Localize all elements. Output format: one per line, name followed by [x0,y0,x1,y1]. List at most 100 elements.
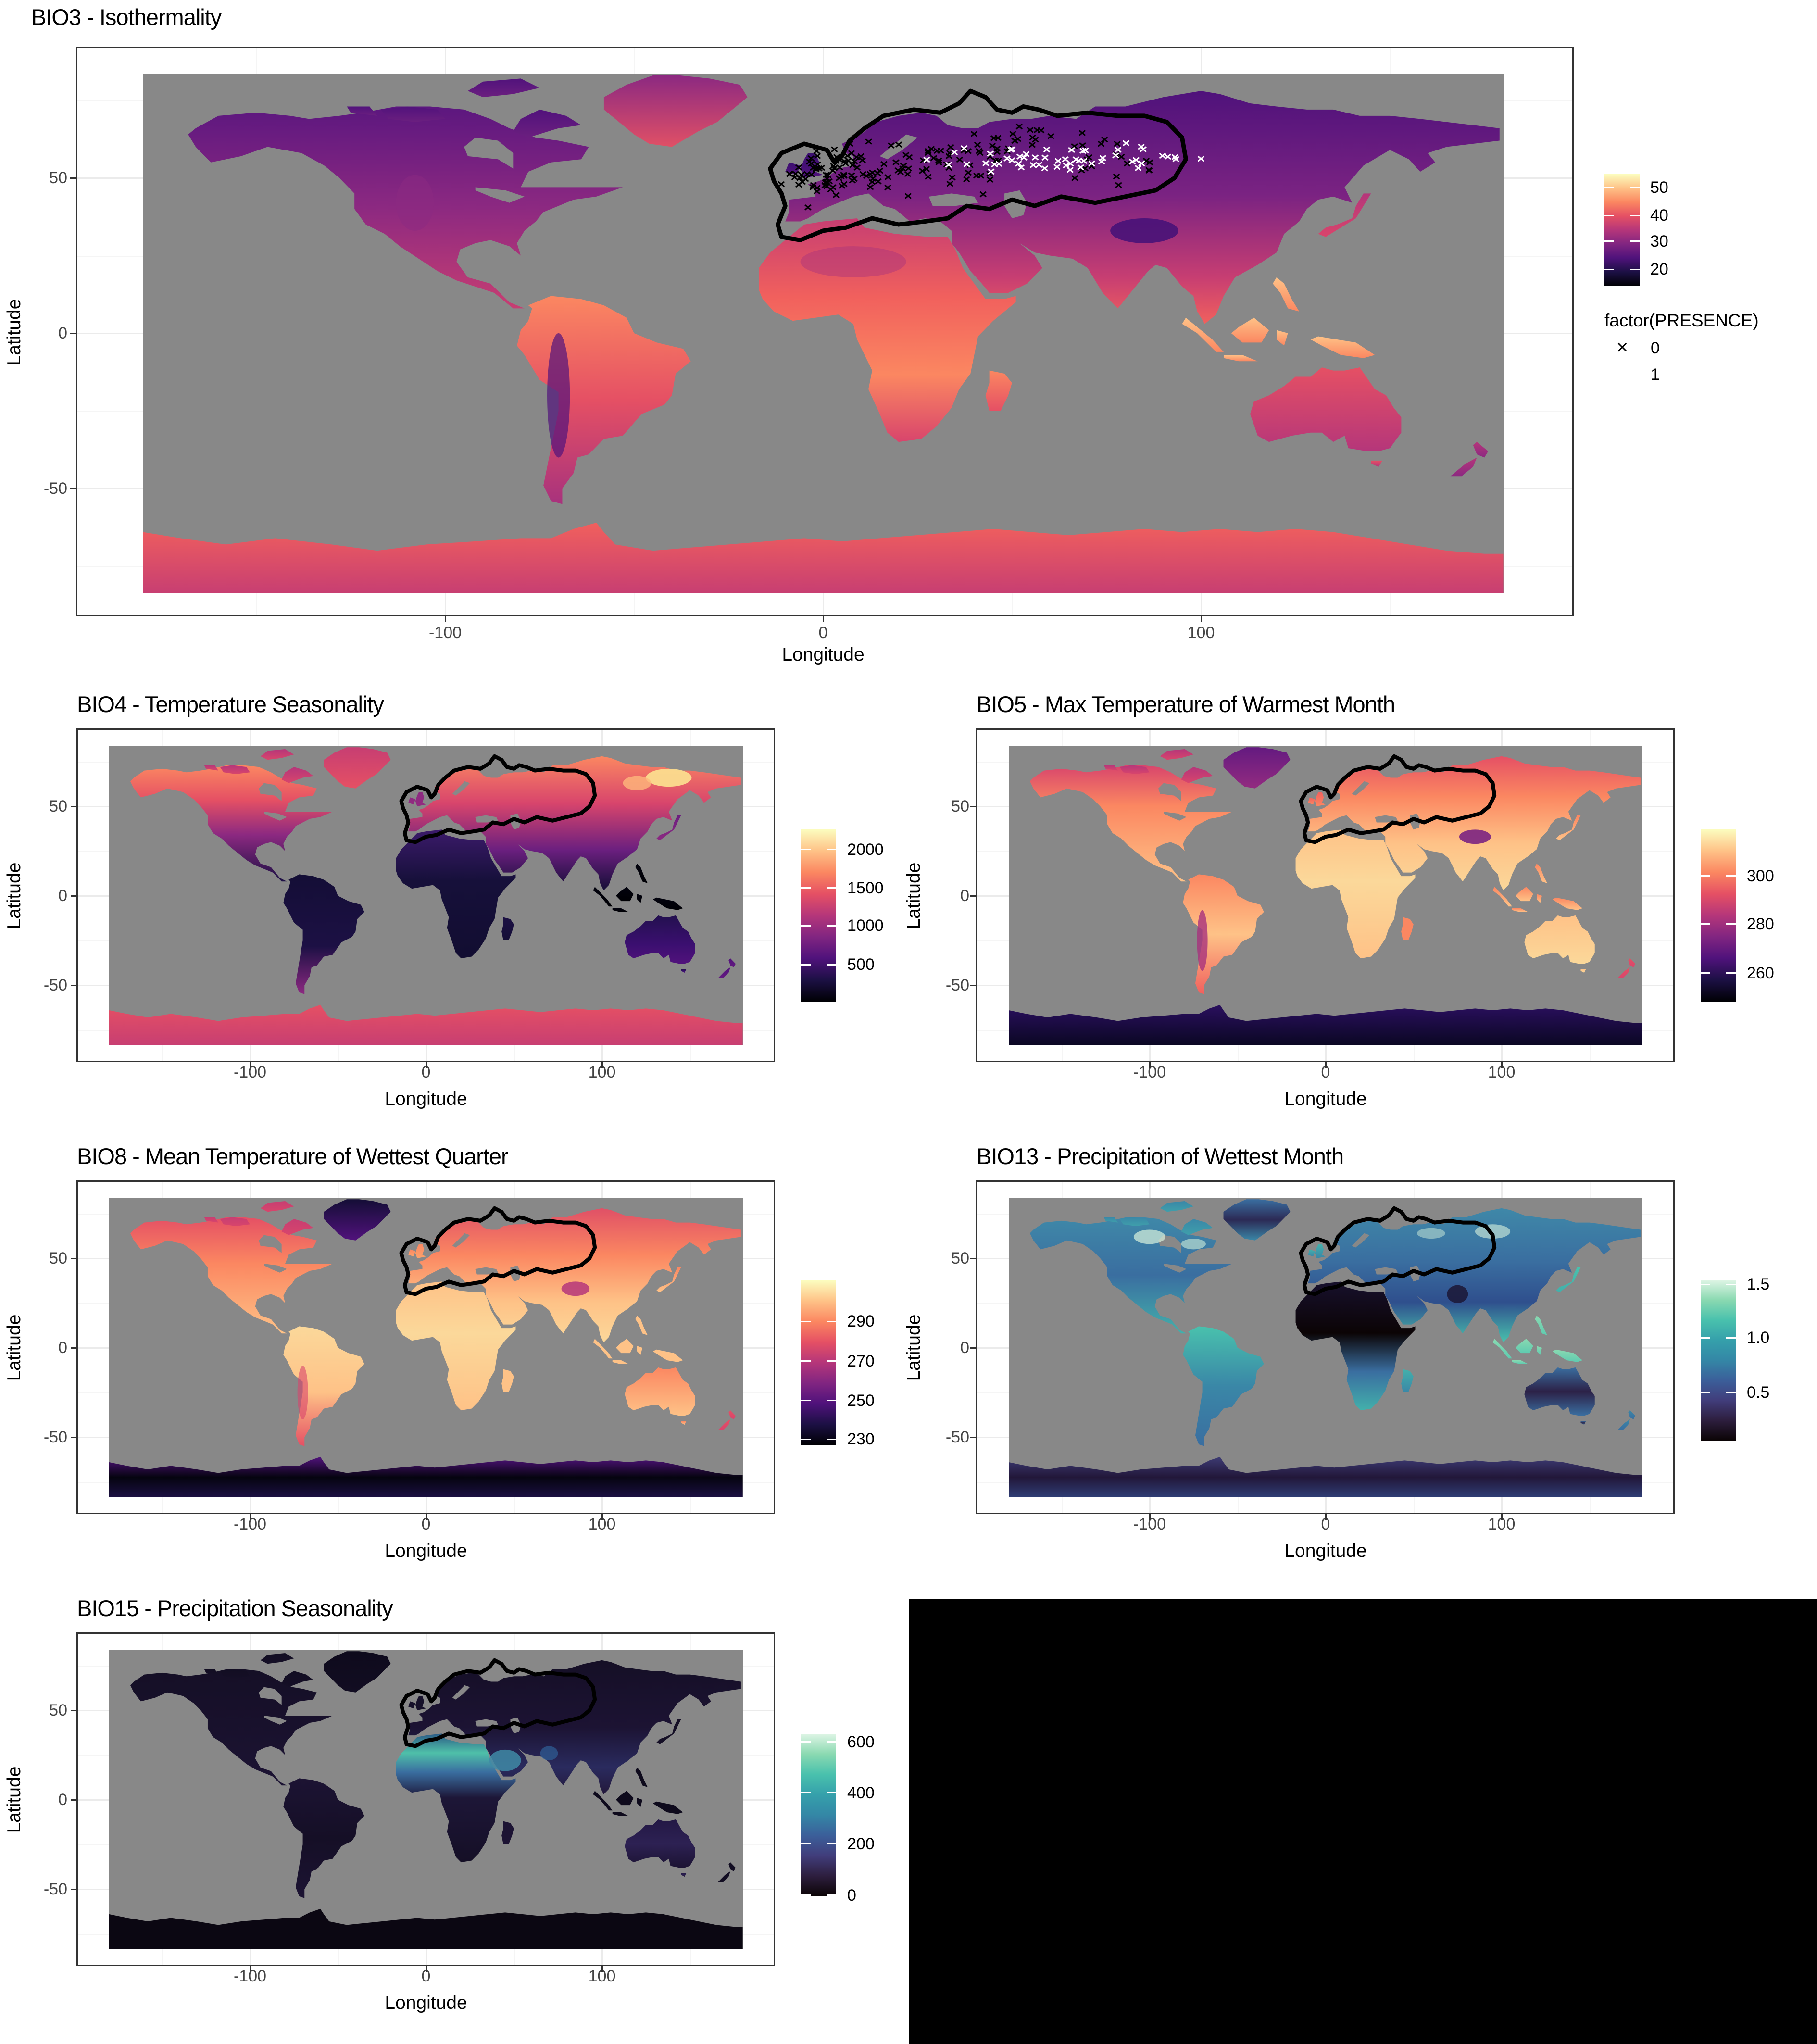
x-tick-mark [1325,1514,1327,1520]
landmass-islands [281,1671,313,1687]
landmass-australia [1250,367,1402,451]
landmass-greenland [1223,747,1291,789]
colorbar-tick-label: 200 [847,1835,875,1853]
landmass-nz [728,1862,736,1871]
landmass-uk [408,1249,416,1257]
y-axis-title: Latitude [903,862,924,929]
pattern-spot [1197,910,1208,971]
presence-points [778,147,881,210]
landmass-antarctica [109,1456,743,1497]
landmass-indonesia [1553,1349,1583,1362]
y-tick-label: -50 [43,479,67,498]
y-tick-label: 0 [58,1339,67,1357]
landmass-islands [1103,765,1118,771]
landmass-islands [220,1217,250,1227]
inland-sea [1164,1264,1187,1273]
landmass-nz [1617,967,1630,978]
landmass-africa [396,1733,516,1863]
range-outline [1301,1208,1495,1294]
y-tick-mark [70,488,76,489]
colorbar-tick [1701,1392,1710,1393]
landmass-sa [283,1326,364,1446]
map-panel [976,1180,1675,1514]
landmass-indonesia [635,864,648,883]
map-panel [976,728,1675,1062]
y-tick-label: 0 [58,324,67,342]
x-axis-title: Longitude [385,1541,467,1561]
landmass-indonesia [653,1349,683,1362]
x-axis-title: Longitude [1284,1089,1367,1109]
landmass-greenland [1223,1199,1291,1241]
landmass-eurasia [408,1208,741,1342]
landmass-uk [1308,797,1316,805]
landmass-madagascar [501,1369,514,1392]
x-tick-label: 100 [1187,624,1215,642]
y-axis-title: Latitude [4,299,25,366]
inland-sea [879,134,918,160]
landmass-uk [408,797,416,805]
range-outline [1301,756,1495,842]
plot-title: BIO5 - Max Temperature of Warmest Month [977,691,1395,717]
colorbar [1701,1280,1736,1441]
landmass-australia [1580,1421,1586,1425]
world-map [109,1199,743,1497]
inland-sea [452,1685,470,1700]
landmass-indonesia [612,1812,628,1816]
y-tick-label: -50 [43,976,67,994]
landmass-antarctica [143,523,1504,593]
landmass-australia [625,1367,695,1416]
y-tick-mark [71,1710,76,1711]
landmass-greenland [604,75,748,147]
y-tick-mark [71,1437,76,1438]
x-axis-title: Longitude [782,644,865,665]
y-tick-label: 50 [49,169,67,187]
map-panel [76,728,775,1062]
y-tick-label: 0 [960,887,969,905]
landmass-madagascar [1401,917,1414,940]
landmass-indonesia [1224,355,1258,362]
colorbar-tick-label: 1500 [847,879,884,897]
colorbar-tick-label: 1000 [847,916,884,935]
landmass-indonesia [1516,887,1533,902]
colorbar-tick-label: 230 [847,1430,875,1448]
x-tick-label: -100 [428,624,462,642]
landmass-indonesia [616,1791,634,1806]
landmass-australia [681,1421,687,1425]
colorbar-tick [827,1360,836,1362]
inland-sea [1158,783,1181,801]
landmass-islands [260,1653,294,1664]
landmass-indonesia [1553,897,1583,910]
x-tick-label: 0 [818,624,828,642]
inland-sea [475,187,525,203]
x-tick-mark [1325,1062,1327,1068]
x-tick-mark [1149,1062,1151,1068]
landmass-islands [260,749,294,760]
x-tick-mark [426,1514,427,1520]
pattern-spot [540,1746,558,1761]
y-tick-mark [970,985,976,986]
landmass-nz [1628,958,1636,967]
colorbar-tick [801,887,811,889]
colorbar-tick [801,849,811,851]
x-tick-mark [426,1062,427,1068]
plot-title: BIO4 - Temperature Seasonality [77,691,384,717]
world-map [1009,1199,1642,1497]
y-axis-title: Latitude [4,862,25,929]
colorbar-tick-label: 40 [1650,206,1668,225]
y-tick-label: 50 [49,1249,67,1267]
x-tick-label: 0 [1321,1515,1330,1533]
landmass-indonesia [612,1360,628,1364]
colorbar-tick [827,964,836,966]
x-tick-mark [250,1514,251,1520]
pattern-spot [561,1281,590,1296]
landmass-na [130,1669,333,1786]
x-tick-mark [601,1062,603,1068]
landmass-indonesia [1231,317,1269,343]
y-tick-mark [970,1347,976,1349]
landmass-antarctica [1009,1004,1642,1045]
colorbar-tick [1726,875,1736,877]
landmass-antarctica [109,1908,743,1949]
landmass-indonesia [593,1339,613,1359]
landmass-africa [396,829,516,959]
